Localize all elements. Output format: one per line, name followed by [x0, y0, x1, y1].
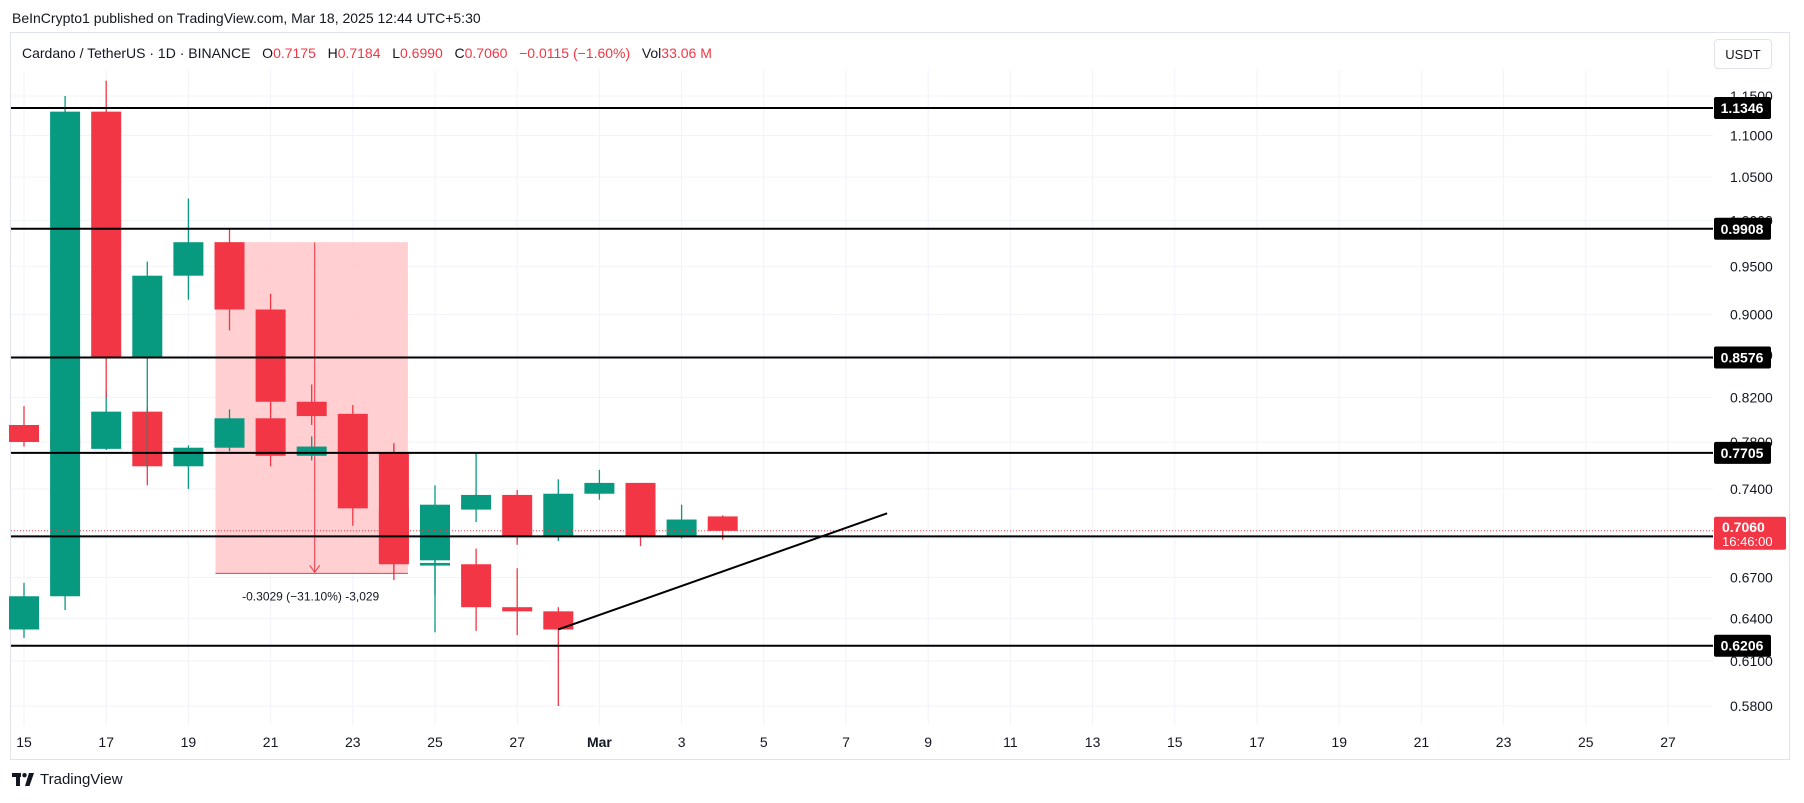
close-value: 0.7060	[464, 45, 508, 61]
candle-down	[214, 242, 245, 310]
candle-up	[420, 504, 450, 561]
x-tick-label: 5	[760, 734, 768, 750]
level-price-label: 0.7705	[1721, 445, 1764, 461]
currency-button[interactable]: USDT	[1714, 39, 1772, 69]
candle-up	[543, 493, 574, 538]
symbol-legend: Cardano / TetherUS · 1D · BINANCE O0.717…	[22, 45, 712, 61]
candle-up	[132, 275, 163, 358]
level-price-tag	[1714, 634, 1771, 657]
level-price-tag	[1714, 441, 1771, 464]
volume-value: 33.06 M	[661, 45, 712, 61]
open-value: 0.7175	[273, 45, 316, 61]
levels-layer	[11, 107, 1713, 647]
tradingview-brand-text: TradingView	[40, 771, 123, 788]
x-tick-label: 21	[263, 734, 279, 750]
x-tick-label: 11	[1003, 734, 1018, 750]
low-label: L	[392, 45, 400, 61]
axes-layer: 1.15001.10001.05001.00000.95000.90000.86…	[16, 88, 1786, 750]
level-price-label: 0.8576	[1721, 349, 1764, 365]
candle-down	[378, 508, 409, 562]
candle-down	[707, 516, 738, 531]
candles-layer	[9, 80, 738, 706]
candle-down	[255, 309, 286, 402]
y-tick-label: 0.6400	[1730, 610, 1773, 626]
x-tick-label: 23	[1496, 734, 1512, 750]
x-tick-label: 13	[1085, 734, 1101, 750]
chart-frame	[10, 32, 1790, 760]
candle-up	[173, 242, 204, 276]
x-tick-label: 17	[1249, 734, 1265, 750]
y-tick-label: 1.0500	[1730, 169, 1773, 185]
close-label: C	[454, 45, 465, 61]
y-tick-label: 0.9500	[1730, 258, 1773, 274]
low-value: 0.6990	[399, 45, 443, 61]
candle-up	[296, 446, 327, 456]
volume-label: Vol	[641, 45, 662, 61]
tradingview-footer[interactable]: TradingView	[12, 771, 123, 788]
candle-up	[50, 111, 81, 597]
current-price-label: 0.7060	[1722, 519, 1765, 535]
candle-down	[337, 413, 368, 509]
change-value: −0.0115 (−1.60%)	[519, 45, 631, 61]
level-price-label: 1.1346	[1721, 100, 1764, 116]
x-tick-label: Mar	[587, 734, 612, 750]
y-tick-label: 0.7400	[1730, 481, 1773, 497]
candle-up	[214, 418, 245, 448]
y-tick-label: 0.6700	[1730, 569, 1773, 585]
candle-down	[461, 564, 492, 608]
x-tick-label: 19	[1331, 734, 1347, 750]
x-tick-label: 27	[509, 734, 525, 750]
candle-down	[502, 607, 533, 612]
level-price-tag	[1714, 346, 1771, 369]
candle-down	[502, 494, 533, 538]
y-tick-label: 0.9000	[1730, 306, 1773, 322]
candle-up	[666, 519, 697, 536]
x-tick-label: 9	[924, 734, 932, 750]
x-tick-label: 25	[427, 734, 443, 750]
countdown-label: 16:46:00	[1722, 534, 1773, 549]
candle-down	[91, 111, 122, 358]
high-label: H	[327, 45, 338, 61]
publisher-credit: BeInCrypto1 published on TradingView.com…	[12, 10, 481, 26]
tradingview-logo-icon	[12, 773, 34, 786]
y-tick-label: 0.5800	[1730, 698, 1773, 714]
x-tick-label: 23	[345, 734, 361, 750]
level-price-label: 0.6206	[1721, 638, 1764, 654]
x-tick-label: 7	[842, 734, 850, 750]
measure-arrow-head	[309, 565, 321, 574]
high-value: 0.7184	[337, 45, 381, 61]
level-price-tag	[1714, 217, 1771, 240]
x-tick-label: 3	[678, 734, 686, 750]
x-tick-label: 19	[181, 734, 197, 750]
trendline	[557, 512, 888, 631]
symbol-name: Cardano / TetherUS · 1D · BINANCE	[22, 45, 251, 61]
open-label: O	[262, 45, 274, 61]
candle-down	[9, 424, 39, 442]
current-price-tag	[1714, 516, 1786, 550]
x-tick-label: 15	[1167, 734, 1183, 750]
candle-up	[173, 447, 204, 467]
candle-down	[255, 418, 286, 456]
x-tick-label: 17	[98, 734, 114, 750]
x-tick-label: 21	[1414, 734, 1430, 750]
candle-down	[296, 401, 327, 417]
y-tick-label: 0.8200	[1730, 389, 1773, 405]
y-tick-label: 0.6100	[1730, 653, 1773, 669]
measure-label: -0.3029 (−31.10%) -3,029	[242, 589, 379, 603]
candle-down	[543, 611, 574, 630]
candle-up	[91, 411, 122, 449]
x-tick-label: 25	[1578, 734, 1594, 750]
candle-up	[584, 482, 615, 494]
level-price-label: 0.9908	[1721, 221, 1764, 237]
candle-up	[461, 494, 492, 510]
level-price-tag	[1714, 97, 1771, 120]
y-tick-label: 1.1000	[1730, 128, 1773, 144]
x-tick-label: 15	[16, 734, 32, 750]
candle-up	[9, 596, 39, 630]
candle-down	[625, 482, 656, 536]
x-tick-label: 27	[1660, 734, 1676, 750]
